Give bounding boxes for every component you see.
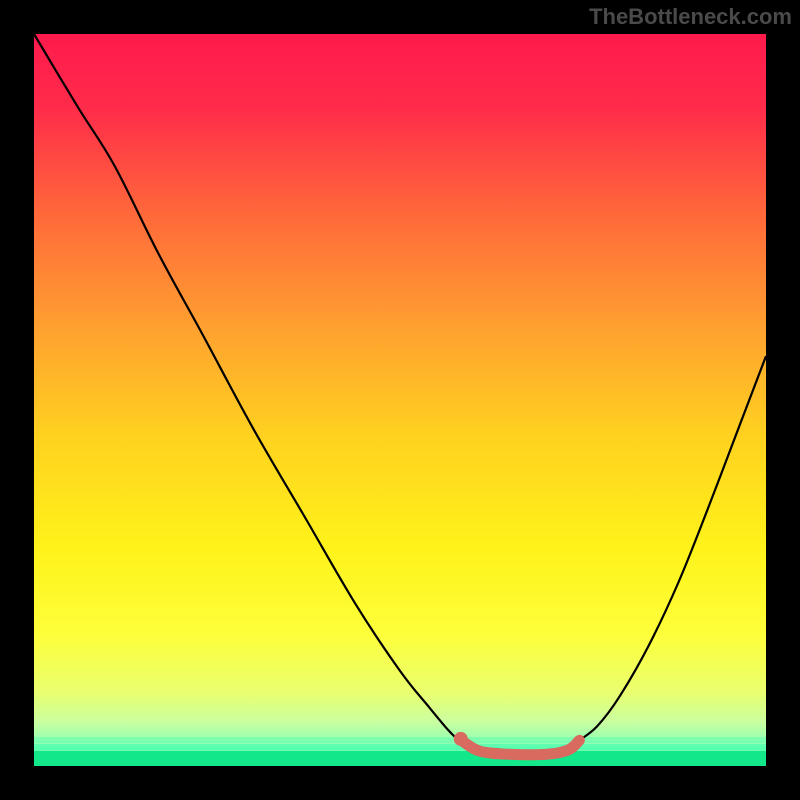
optimal-range-dot bbox=[454, 732, 468, 746]
bottleneck-curve-right bbox=[579, 356, 766, 740]
bottleneck-curve-left bbox=[34, 34, 459, 740]
plot-area bbox=[34, 34, 766, 766]
optimal-range-path bbox=[464, 740, 579, 754]
attribution-label: TheBottleneck.com bbox=[589, 4, 792, 30]
chart-frame: TheBottleneck.com bbox=[0, 0, 800, 800]
curve-layer bbox=[34, 34, 766, 766]
